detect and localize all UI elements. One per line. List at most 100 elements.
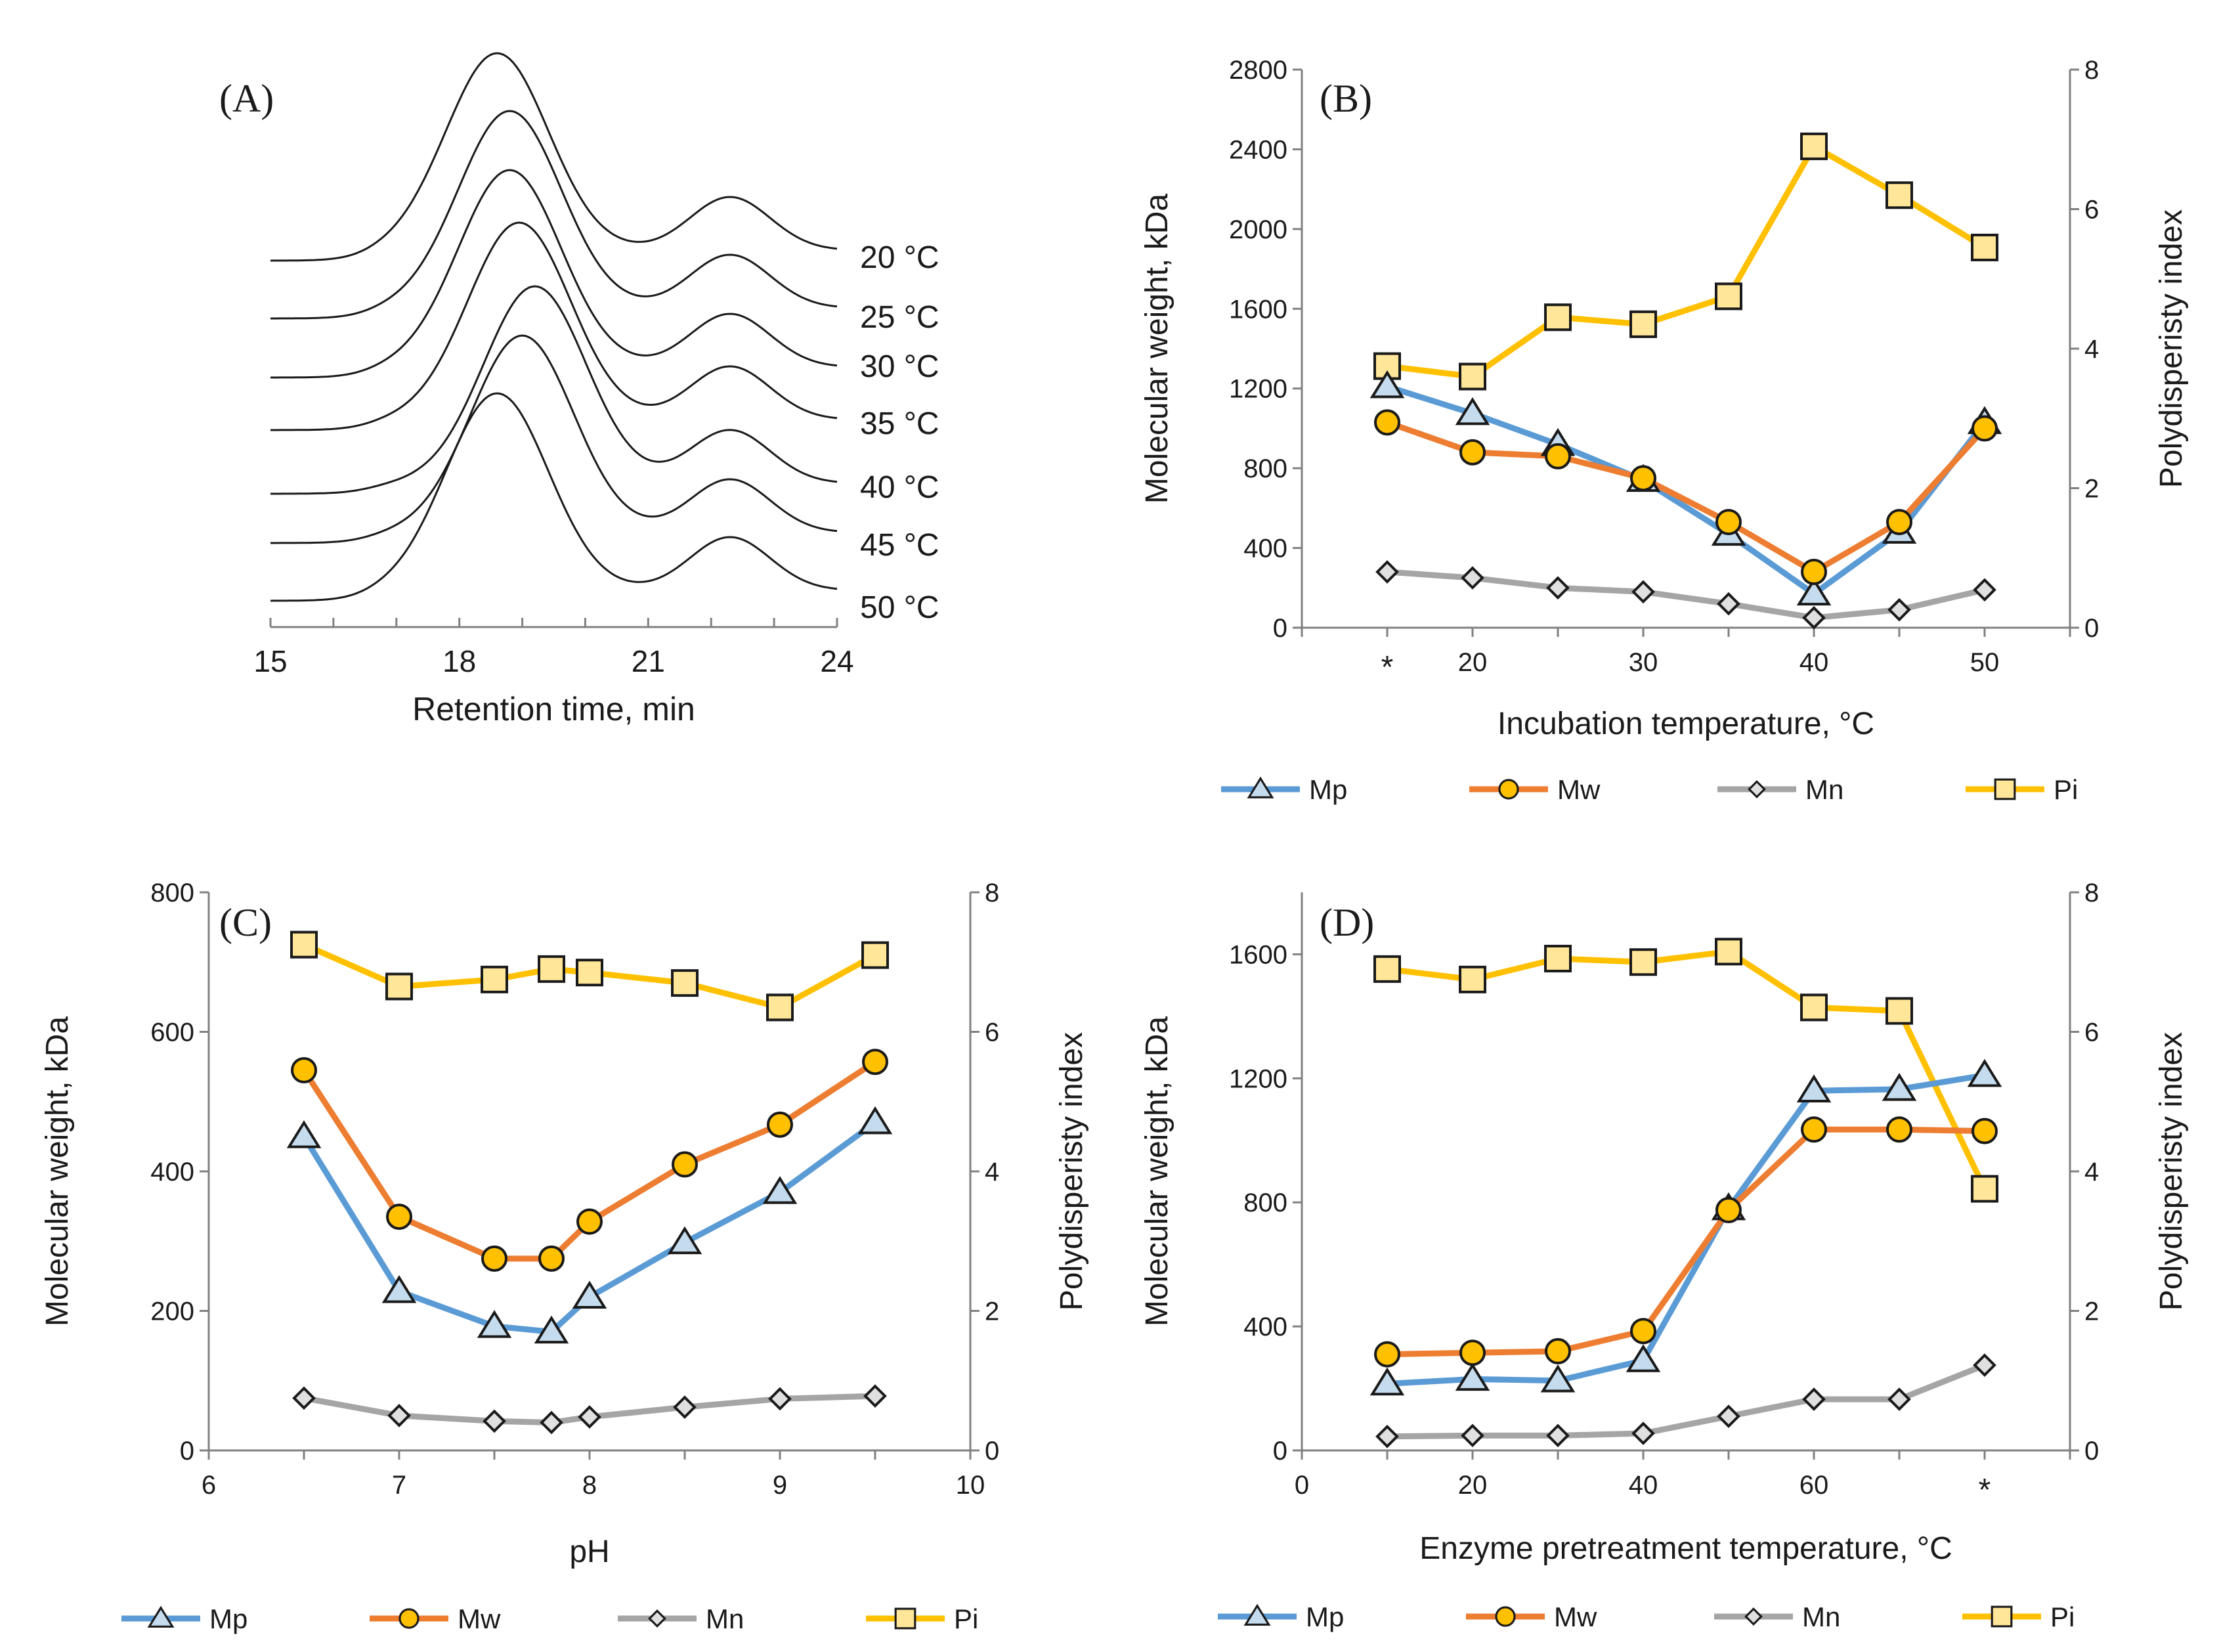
y2-tick-label: 2 (2084, 1297, 2099, 1326)
data-point-mn (768, 1387, 792, 1411)
legend-marker-mp (147, 1605, 175, 1628)
data-point-mw (481, 1245, 507, 1272)
legend-marker-mp (1243, 1603, 1271, 1626)
data-point-mw (1374, 409, 1400, 436)
data-point-pi (1459, 965, 1486, 993)
data-point-mn (1973, 578, 1996, 602)
data-point-mn (1461, 1424, 1484, 1448)
chromatogram-trace (270, 392, 838, 602)
legend-marker-mn (1748, 780, 1766, 798)
data-point-mw (1459, 439, 1486, 466)
y-tick-label: 200 (150, 1297, 194, 1326)
chromatogram-trace (270, 221, 838, 431)
data-point-pi (1885, 997, 1913, 1025)
legend-marker-mp (1247, 776, 1274, 798)
series-line-mn (303, 1393, 876, 1425)
legend-marker-pi (1994, 778, 2016, 800)
data-point-pi (1373, 955, 1401, 983)
data-point-pi (1800, 993, 1828, 1022)
data-point-mn (578, 1405, 601, 1429)
data-point-mp (1796, 577, 1832, 606)
x-tick-label: 20 (1458, 648, 1488, 677)
data-point-pi (1544, 303, 1572, 332)
data-point-mn (292, 1386, 316, 1410)
data-point-pi (1459, 362, 1486, 391)
x-tick-label: 9 (773, 1471, 787, 1500)
y2-tick-label: 2 (985, 1297, 999, 1326)
y2-tick-label: 8 (2084, 56, 2099, 85)
data-point-mp (1455, 397, 1490, 425)
data-point-mp (477, 1310, 512, 1338)
y-tick-label: 400 (150, 1158, 194, 1186)
y-tick-label: 800 (150, 879, 194, 907)
x-tick-label: 20 (1458, 1471, 1488, 1500)
x-tick-label: 7 (392, 1471, 406, 1500)
legend-label-pi: Pi (2050, 1601, 2075, 1632)
data-point-mw (1459, 1339, 1486, 1366)
trace-label: 35 °C (860, 406, 939, 441)
data-point-pi (861, 941, 889, 969)
panel-label: (D) (1320, 901, 1374, 944)
data-point-mw (576, 1208, 603, 1235)
series-line-pi (303, 942, 877, 1011)
y-tick-label: 400 (1243, 534, 1287, 563)
x-axis-title: pH (569, 1534, 609, 1569)
legend-label-mw: Mw (458, 1603, 501, 1634)
data-point-mw (1886, 1116, 1912, 1143)
y2-axis-title: Polydisperisty index (2154, 1032, 2189, 1311)
data-point-pi (1800, 132, 1828, 160)
data-point-pi (1544, 944, 1572, 972)
series-line-pi (1387, 948, 1988, 1190)
x-axis-title: Retention time, min (412, 691, 695, 728)
data-point-mn (1802, 605, 1826, 630)
y-tick-label: 600 (150, 1018, 194, 1047)
chromatogram-trace (270, 169, 838, 379)
x-tick-label: 40 (1799, 648, 1829, 677)
x-tick-label: 15 (253, 644, 287, 678)
trace-label: 20 °C (860, 240, 939, 275)
data-point-mn (673, 1395, 697, 1419)
data-point-mw (1715, 509, 1742, 536)
data-point-mn (1887, 1387, 1911, 1411)
data-point-mn (1375, 560, 1399, 584)
data-point-mw (1971, 1118, 1998, 1144)
y2-tick-label: 8 (2084, 879, 2099, 907)
data-point-mw (1545, 443, 1571, 469)
data-point-mn (1973, 1353, 1996, 1377)
data-point-mp (1626, 1344, 1661, 1372)
data-point-mp (1796, 1074, 1832, 1102)
data-point-mw (1545, 1337, 1571, 1364)
legend-marker-pi (894, 1607, 916, 1630)
legend-label-mw: Mw (1554, 1601, 1597, 1632)
legend-label-mn: Mn (1802, 1601, 1840, 1632)
legend-label-mn: Mn (1805, 774, 1843, 805)
y2-tick-label: 4 (2084, 335, 2099, 364)
data-point-mw (386, 1204, 412, 1230)
data-point-mn (863, 1384, 887, 1408)
data-point-mp (286, 1120, 322, 1148)
data-point-mn (1631, 1422, 1655, 1445)
data-point-pi (1885, 181, 1913, 209)
legend-label-mw: Mw (1557, 774, 1601, 805)
trace-label: 40 °C (860, 470, 939, 505)
data-point-pi (1629, 310, 1657, 338)
data-point-mn (1802, 1387, 1826, 1411)
data-point-mp (1369, 1367, 1405, 1396)
data-point-mn (1461, 566, 1484, 590)
panel-b-incubation-temperature-chart: 0 400 800 1200 1600 2000 2400 2800 0 2 4 6 8 * 20 30 40 5… (1140, 56, 2189, 805)
data-point-pi (671, 969, 699, 997)
x-tick-label: * (1979, 1473, 1991, 1508)
x-tick-label: 8 (582, 1471, 597, 1500)
series-line-mw (1386, 420, 1987, 575)
trace-label: 50 °C (860, 590, 939, 625)
data-point-pi (1715, 938, 1742, 966)
y-tick-label: 1600 (1229, 940, 1287, 969)
data-point-pi (1971, 1175, 1998, 1203)
y2-axis-title: Polydisperisty index (2154, 209, 2189, 488)
data-point-pi (1971, 233, 1998, 261)
data-point-mp (1369, 370, 1405, 399)
data-point-mn (1631, 580, 1655, 604)
data-point-mw (538, 1245, 565, 1272)
y-tick-label: 0 (180, 1437, 194, 1466)
y2-tick-label: 8 (985, 879, 999, 907)
